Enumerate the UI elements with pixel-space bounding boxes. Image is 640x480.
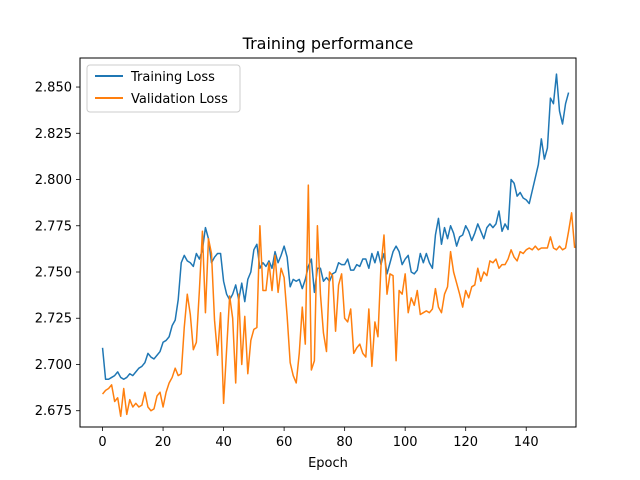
x-tick-label: 120 bbox=[453, 435, 478, 450]
y-tick-label: 2.725 bbox=[35, 312, 72, 327]
x-tick-label: 80 bbox=[336, 435, 353, 450]
chart-title: Training performance bbox=[242, 34, 414, 53]
y-tick-label: 2.800 bbox=[35, 173, 72, 188]
y-tick-label: 2.700 bbox=[35, 358, 72, 373]
series-line-validation-loss bbox=[101, 184, 576, 418]
plot-lines bbox=[101, 73, 576, 418]
y-tick-label: 2.825 bbox=[35, 127, 72, 142]
legend: Training Loss Validation Loss bbox=[86, 64, 241, 113]
series-line-training-loss bbox=[101, 73, 570, 381]
x-tick-label: 60 bbox=[276, 435, 293, 450]
y-axis-ticks: 2.675 2.700 2.725 2.750 2.775 2.800 2.825 2.850 bbox=[35, 81, 80, 419]
y-tick-label: 2.775 bbox=[35, 219, 72, 234]
y-tick-label: 2.675 bbox=[35, 404, 72, 419]
x-axis-ticks: 0 20 40 60 80 100 120 140 bbox=[98, 427, 539, 450]
y-tick-label: 2.850 bbox=[35, 81, 72, 96]
legend-label-training-loss: Training Loss bbox=[130, 70, 215, 85]
legend-label-validation-loss: Validation Loss bbox=[131, 92, 228, 107]
x-axis-label: Epoch bbox=[308, 456, 348, 471]
y-tick-label: 2.750 bbox=[35, 266, 72, 281]
x-tick-label: 140 bbox=[514, 435, 539, 450]
x-tick-label: 0 bbox=[98, 435, 106, 450]
x-tick-label: 100 bbox=[393, 435, 418, 450]
legend-box bbox=[86, 64, 241, 113]
plot-frame bbox=[79, 57, 577, 428]
x-tick-label: 40 bbox=[215, 435, 232, 450]
x-tick-label: 20 bbox=[155, 435, 172, 450]
